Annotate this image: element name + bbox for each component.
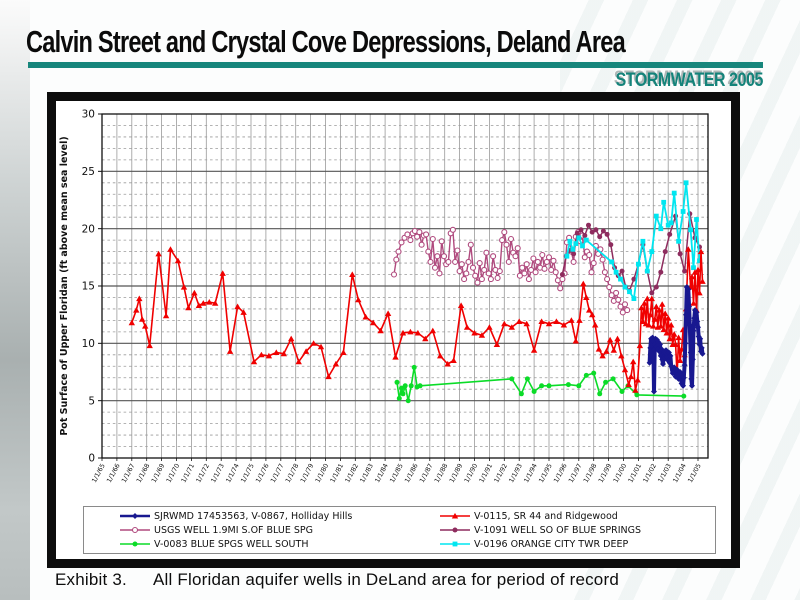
exhibit-text: All Floridan aquifer wells in DeLand are… (153, 570, 619, 589)
legend-label: USGS WELL 1.9MI S.OF BLUE SPG (154, 524, 313, 536)
legend-marker-icon (440, 541, 470, 547)
legend-entry: USGS WELL 1.9MI S.OF BLUE SPG (120, 523, 440, 537)
legend-entry: V-0115, SR 44 and Ridgewood (440, 509, 715, 523)
svg-text:30: 30 (82, 109, 95, 121)
svg-text:0: 0 (88, 453, 95, 465)
stormwater-badge: STORMWATER 2005 (615, 70, 764, 91)
legend-label: V-1091 WELL SO OF BLUE SPRINGS (474, 524, 642, 536)
series-1 (128, 246, 706, 393)
svg-text:25: 25 (82, 166, 95, 178)
exhibit-label: Exhibit 3. (55, 570, 127, 589)
series-5 (564, 180, 702, 301)
chart-area: 0 5 10 15 20 25 30 1/1/65 1/1/66 1/1/67 1/1/68 1/1/… (56, 101, 731, 559)
gridlines (102, 114, 708, 458)
svg-text:15: 15 (82, 281, 95, 293)
legend-entry: V-1091 WELL SO OF BLUE SPRINGS (440, 523, 715, 537)
legend-label: V-0083 BLUE SPGS WELL SOUTH (154, 538, 309, 550)
svg-text:5: 5 (88, 395, 95, 407)
legend-label: SJRWMD 17453563, V-0867, Holliday Hills (154, 510, 353, 522)
legend-marker-icon (440, 512, 470, 519)
series-0 (646, 284, 706, 395)
svg-text:10: 10 (82, 338, 95, 350)
bottom-gradient-strip (0, 592, 800, 600)
left-gradient-strip (0, 0, 30, 600)
y-axis-title: Pot Surface of Upper Floridan (ft above … (59, 136, 70, 435)
line-chart: 0510152025301/1/651/1/661/1/671/1/681/1/… (59, 109, 709, 484)
legend-label: V-0115, SR 44 and Ridgewood (474, 510, 618, 522)
exhibit-caption: Exhibit 3. All Floridan aquifer wells in … (55, 570, 619, 590)
legend-label: V-0196 ORANGE CITY TWR DEEP (474, 538, 629, 550)
svg-text:20: 20 (82, 223, 95, 235)
chart-legend: SJRWMD 17453563, V-0867, Holliday Hills U… (83, 506, 716, 554)
legend-marker-icon (440, 527, 470, 533)
legend-marker-icon (120, 526, 150, 534)
page-title: Calvin Street and Crystal Cove Depressio… (26, 24, 626, 59)
svg-text:1/1/05: 1/1/05 (686, 462, 703, 484)
legend-marker-icon (120, 513, 150, 519)
legend-marker-icon (120, 541, 150, 547)
series-2 (390, 226, 631, 316)
legend-entry: SJRWMD 17453563, V-0867, Holliday Hills (120, 509, 440, 523)
title-underline-rule (28, 62, 763, 68)
chart-panel: 0 5 10 15 20 25 30 1/1/65 1/1/66 1/1/67 1/1/68 1/1/… (47, 92, 740, 568)
series-4 (394, 364, 687, 404)
legend-entry: V-0083 BLUE SPGS WELL SOUTH (120, 537, 440, 551)
legend-entry: V-0196 ORANGE CITY TWR DEEP (440, 537, 715, 551)
